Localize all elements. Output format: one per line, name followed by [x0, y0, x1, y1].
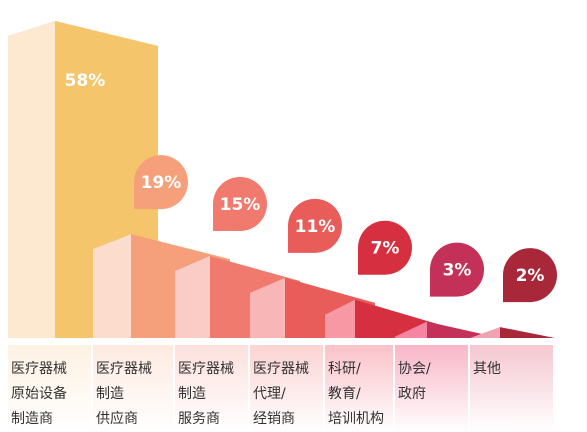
category-label: 医疗器械	[178, 361, 234, 377]
value-bubble	[213, 177, 267, 231]
value-bubble	[134, 155, 188, 210]
bar-front	[175, 256, 210, 338]
category-label: 原始设备	[11, 385, 67, 402]
value-label: 7%	[371, 239, 400, 259]
value-label: 2%	[516, 266, 545, 286]
category-label: 医疗器械	[253, 361, 309, 377]
category-label: 医疗器械	[11, 361, 67, 377]
value-label: 58%	[65, 71, 106, 91]
category-label: 医疗器械	[96, 361, 152, 377]
value-bubble	[58, 53, 112, 107]
category-label: 教育/	[328, 386, 361, 402]
label-column	[470, 345, 553, 432]
label-column	[175, 345, 248, 432]
category-label: 代理/	[253, 386, 286, 402]
bar-front	[250, 277, 285, 338]
bar-front	[395, 321, 427, 338]
category-label: 供应商	[96, 410, 138, 427]
label-column	[8, 345, 91, 432]
category-label: 科研/	[328, 361, 361, 377]
value-label: 11%	[295, 217, 336, 237]
bars: 58% 19% 15% 11% 7% 3% 2%	[8, 20, 557, 338]
value-label: 3%	[443, 261, 472, 281]
category-label: 协会/	[398, 361, 431, 377]
bar-front	[325, 299, 355, 338]
bar-front	[470, 327, 500, 338]
bar-side	[427, 321, 500, 338]
label-column	[325, 345, 393, 432]
label-column	[395, 345, 468, 432]
bar-front	[8, 20, 55, 338]
category-label: 政府	[398, 386, 426, 402]
category-label: 其他	[473, 361, 501, 377]
label-column	[250, 345, 323, 432]
category-label: 服务商	[178, 411, 220, 427]
value-bubble	[503, 248, 557, 303]
label-column	[93, 345, 173, 432]
bar-side	[500, 327, 555, 338]
bar-front	[93, 234, 131, 338]
category-label: 培训机构	[328, 411, 384, 427]
value-label: 19%	[141, 173, 182, 193]
value-bubble	[358, 220, 412, 275]
category-label: 制造	[178, 386, 206, 402]
category-label: 经销商	[253, 411, 295, 427]
value-label: 15%	[220, 195, 261, 215]
category-label: 制造	[96, 386, 124, 402]
value-bubble	[288, 198, 342, 253]
category-label: 制造商	[11, 411, 53, 427]
value-bubble	[430, 242, 484, 297]
